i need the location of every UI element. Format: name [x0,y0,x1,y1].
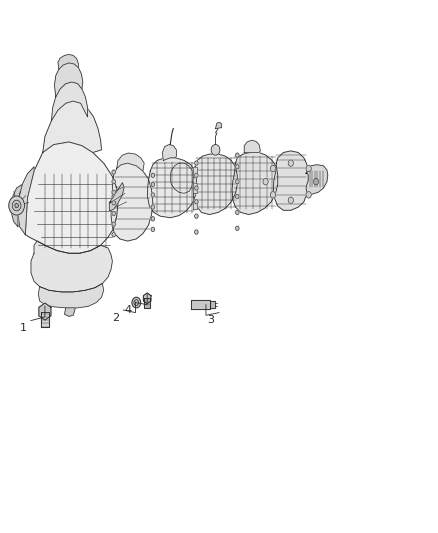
Polygon shape [58,54,78,69]
Circle shape [151,193,155,197]
Circle shape [9,196,25,215]
Polygon shape [170,163,193,193]
Text: 4: 4 [124,305,131,315]
Polygon shape [193,183,197,193]
Polygon shape [215,122,222,128]
Circle shape [112,232,116,237]
Circle shape [306,165,311,172]
Polygon shape [193,154,237,215]
Circle shape [194,186,198,190]
Polygon shape [143,293,151,304]
Circle shape [270,165,276,172]
Circle shape [112,170,116,174]
Polygon shape [273,151,308,211]
Polygon shape [162,144,177,160]
Polygon shape [110,183,124,211]
Circle shape [151,205,155,209]
Circle shape [12,200,21,211]
Circle shape [151,182,155,187]
Circle shape [288,197,293,204]
Polygon shape [51,82,88,120]
Circle shape [194,230,198,234]
Circle shape [151,216,155,221]
Circle shape [236,226,239,230]
Text: 3: 3 [208,316,215,325]
Circle shape [211,144,220,155]
Polygon shape [41,312,49,327]
Polygon shape [111,163,153,241]
Polygon shape [117,153,144,171]
Circle shape [112,201,116,205]
Circle shape [270,191,276,198]
Polygon shape [145,298,150,308]
Circle shape [194,214,198,218]
Polygon shape [191,300,210,310]
Polygon shape [43,101,102,152]
Circle shape [194,173,198,177]
Circle shape [306,191,311,198]
Circle shape [288,160,293,166]
Polygon shape [148,158,196,217]
Polygon shape [193,199,197,209]
Circle shape [132,297,141,308]
Polygon shape [54,63,83,97]
Circle shape [194,161,198,165]
Circle shape [112,180,116,184]
Circle shape [263,179,268,185]
Circle shape [134,300,139,305]
Circle shape [151,227,155,231]
Polygon shape [244,140,260,152]
Polygon shape [25,142,118,253]
Polygon shape [11,184,22,227]
Polygon shape [18,167,34,235]
Text: 2: 2 [112,313,119,322]
Circle shape [236,153,239,157]
Polygon shape [39,303,51,320]
Polygon shape [39,284,104,308]
Circle shape [112,222,116,226]
Polygon shape [64,308,75,317]
Circle shape [236,165,239,169]
Circle shape [151,173,155,177]
Circle shape [236,180,239,184]
Text: 1: 1 [20,323,27,333]
Circle shape [112,212,116,216]
Polygon shape [31,241,113,292]
Polygon shape [232,152,278,215]
Circle shape [194,200,198,204]
Circle shape [314,179,319,185]
Circle shape [236,211,239,215]
Circle shape [112,190,116,195]
Polygon shape [306,165,328,195]
Circle shape [15,204,18,208]
Polygon shape [210,301,215,308]
Circle shape [236,195,239,199]
Polygon shape [193,167,197,177]
